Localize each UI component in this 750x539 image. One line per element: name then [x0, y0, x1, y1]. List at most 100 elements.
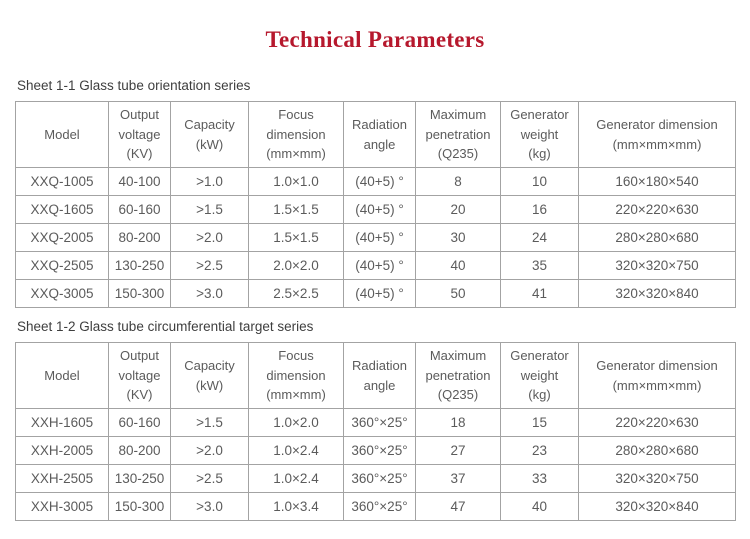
page: Technical Parameters Sheet 1-1 Glass tub… — [15, 27, 736, 521]
table-cell: 1.0×1.0 — [248, 167, 344, 196]
glass-tube-orientation-series-table: Model Output voltage (KV) Capacity (kW) Foc… — [15, 101, 736, 308]
table-cell: 80-200 — [108, 436, 171, 465]
table-2-header: Model Output voltage (KV) Capacity (kW) Foc… — [15, 342, 736, 409]
table-cell: 41 — [500, 279, 579, 308]
table-cell: 280×280×680 — [578, 436, 736, 465]
table-row: XXQ-2505 130-250 >2.5 2.0×2.0 (40+5) ° 40 35 32… — [15, 251, 736, 280]
table-cell: 37 — [415, 464, 501, 493]
column-header: Model — [15, 342, 109, 409]
table-cell: 33 — [500, 464, 579, 493]
table-cell: >2.0 — [170, 223, 249, 252]
header-row: Model Output voltage (KV) Capacity (kW) Foc… — [15, 342, 736, 409]
table-cell: >1.0 — [170, 167, 249, 196]
table-cell: 130-250 — [108, 251, 171, 280]
column-header: Generator dimension (mm×mm×mm) — [578, 101, 736, 168]
table-cell: 18 — [415, 408, 501, 437]
table-cell: 150-300 — [108, 492, 171, 521]
table-cell: 1.0×2.0 — [248, 408, 344, 437]
table-cell: 360°×25° — [343, 436, 416, 465]
table-cell: 16 — [500, 195, 579, 224]
table-2-body: XXH-1605 60-160 >1.5 1.0×2.0 360°×25° 18 15 220… — [15, 408, 736, 521]
table-cell: >1.5 — [170, 408, 249, 437]
column-header: Radiation angle — [343, 101, 416, 168]
table-cell: 40-100 — [108, 167, 171, 196]
table-cell: XXQ-1605 — [15, 195, 109, 224]
page-title: Technical Parameters — [265, 27, 485, 52]
table-cell: 2.0×2.0 — [248, 251, 344, 280]
table-cell: 150-300 — [108, 279, 171, 308]
table-cell: 60-160 — [108, 408, 171, 437]
table-row: XXQ-1605 60-160 >1.5 1.5×1.5 (40+5) ° 20 16 220… — [15, 195, 736, 224]
table-cell: 23 — [500, 436, 579, 465]
table-cell: XXH-1605 — [15, 408, 109, 437]
table-cell: 20 — [415, 195, 501, 224]
glass-tube-circumferential-target-series-table: Model Output voltage (KV) Capacity (kW) Foc… — [15, 342, 736, 521]
table-cell: 360°×25° — [343, 492, 416, 521]
column-header: Focus dimension (mm×mm) — [248, 101, 344, 168]
table-cell: 1.5×1.5 — [248, 195, 344, 224]
table-cell: XXQ-3005 — [15, 279, 109, 308]
table-cell: (40+5) ° — [343, 167, 416, 196]
table-cell: (40+5) ° — [343, 223, 416, 252]
table-cell: 320×320×750 — [578, 464, 736, 493]
table-cell: (40+5) ° — [343, 195, 416, 224]
table-cell: 30 — [415, 223, 501, 252]
table-cell: >3.0 — [170, 492, 249, 521]
table-row: XXH-1605 60-160 >1.5 1.0×2.0 360°×25° 18 15 220… — [15, 408, 736, 437]
table-cell: 130-250 — [108, 464, 171, 493]
table-cell: 220×220×630 — [578, 195, 736, 224]
column-header: Output voltage (KV) — [108, 101, 171, 168]
table-cell: 40 — [500, 492, 579, 521]
table-cell: 27 — [415, 436, 501, 465]
column-header: Maximum penetration (Q235) — [415, 101, 501, 168]
table-cell: XXH-2005 — [15, 436, 109, 465]
column-header: Generator weight (kg) — [500, 342, 579, 409]
table-cell: 360°×25° — [343, 408, 416, 437]
table-cell: 24 — [500, 223, 579, 252]
header-row: Model Output voltage (KV) Capacity (kW) Foc… — [15, 101, 736, 168]
table-cell: 280×280×680 — [578, 223, 736, 252]
table-cell: >1.5 — [170, 195, 249, 224]
column-header: Capacity (kW) — [170, 342, 249, 409]
column-header: Output voltage (KV) — [108, 342, 171, 409]
table-cell: 47 — [415, 492, 501, 521]
table-row: XXQ-3005 150-300 >3.0 2.5×2.5 (40+5) ° 50 41 32… — [15, 279, 736, 308]
column-header: Radiation angle — [343, 342, 416, 409]
table-cell: 10 — [500, 167, 579, 196]
table-cell: 320×320×840 — [578, 279, 736, 308]
table-cell: 40 — [415, 251, 501, 280]
table-row: XXQ-2005 80-200 >2.0 1.5×1.5 (40+5) ° 30 24 280… — [15, 223, 736, 252]
table-row: XXQ-1005 40-100 >1.0 1.0×1.0 (40+5) ° 8 10 160×… — [15, 167, 736, 196]
table-cell: 60-160 — [108, 195, 171, 224]
table-cell: XXH-2505 — [15, 464, 109, 493]
table-cell: 2.5×2.5 — [248, 279, 344, 308]
table-cell: 35 — [500, 251, 579, 280]
table-cell: 1.0×2.4 — [248, 464, 344, 493]
table-cell: 360°×25° — [343, 464, 416, 493]
table-row: XXH-2005 80-200 >2.0 1.0×2.4 360°×25° 27 23 280… — [15, 436, 736, 465]
table-cell: 15 — [500, 408, 579, 437]
column-header: Maximum penetration (Q235) — [415, 342, 501, 409]
table-1-header: Model Output voltage (KV) Capacity (kW) Foc… — [15, 101, 736, 168]
column-header: Capacity (kW) — [170, 101, 249, 168]
table-cell: XXQ-2505 — [15, 251, 109, 280]
table-cell: 50 — [415, 279, 501, 308]
table-1-caption: Sheet 1-1 Glass tube orientation series — [17, 78, 251, 93]
table-cell: >2.5 — [170, 464, 249, 493]
column-header: Generator dimension (mm×mm×mm) — [578, 342, 736, 409]
table-cell: 320×320×750 — [578, 251, 736, 280]
table-cell: 1.0×3.4 — [248, 492, 344, 521]
table-cell: >2.5 — [170, 251, 249, 280]
table-cell: (40+5) ° — [343, 251, 416, 280]
column-header: Model — [15, 101, 109, 168]
table-cell: XXQ-2005 — [15, 223, 109, 252]
table-cell: 1.0×2.4 — [248, 436, 344, 465]
table-cell: 8 — [415, 167, 501, 196]
table-cell: 160×180×540 — [578, 167, 736, 196]
table-cell: >3.0 — [170, 279, 249, 308]
table-cell: 80-200 — [108, 223, 171, 252]
table-2-caption: Sheet 1-2 Glass tube circumferential tar… — [17, 319, 314, 334]
column-header: Generator weight (kg) — [500, 101, 579, 168]
table-cell: 1.5×1.5 — [248, 223, 344, 252]
table-cell: >2.0 — [170, 436, 249, 465]
